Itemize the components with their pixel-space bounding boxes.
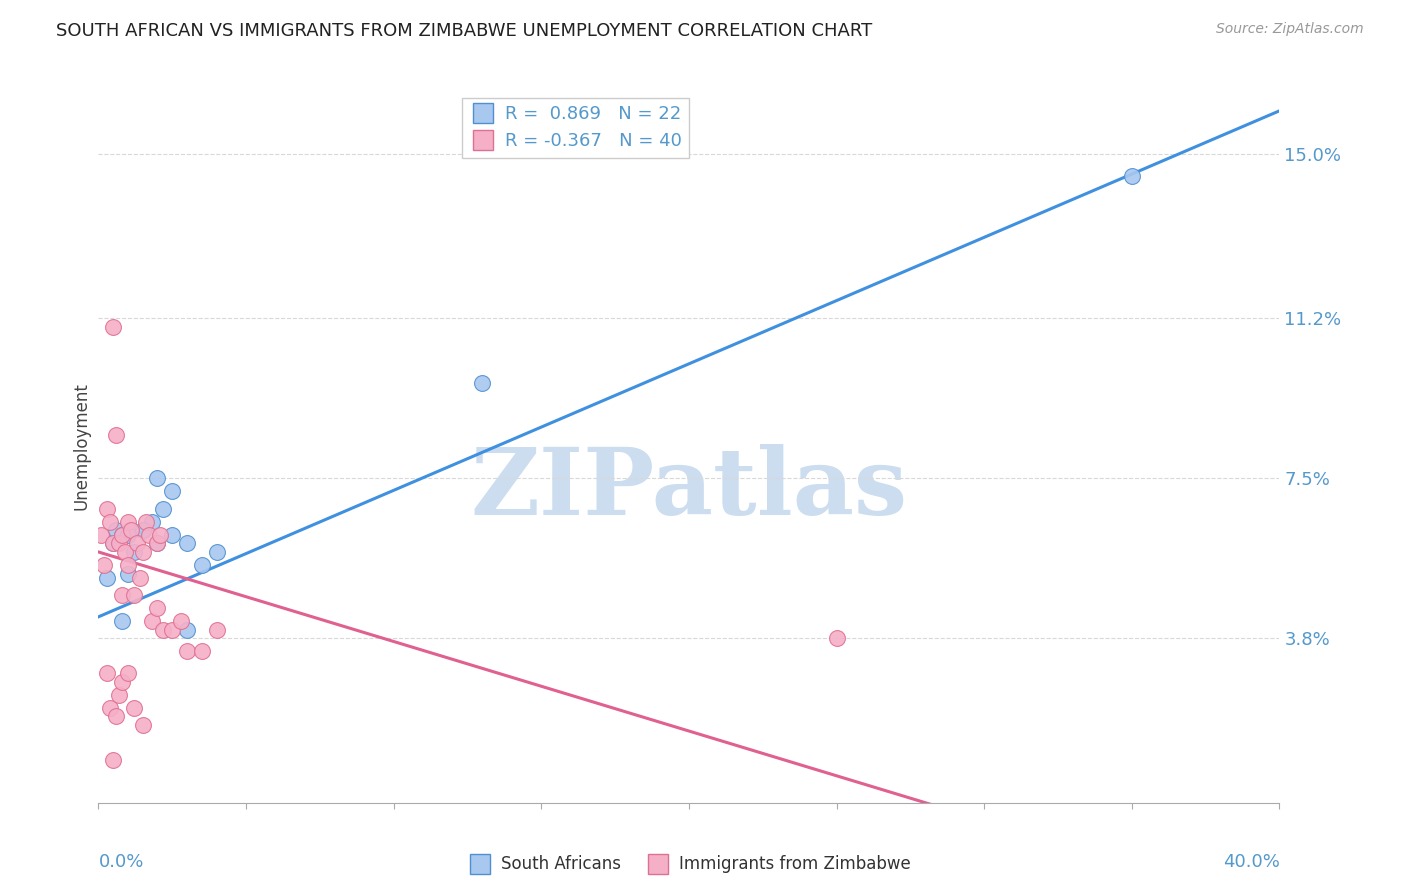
Point (191, 558, 214, 572)
Text: ZIPatlas: ZIPatlas (471, 444, 907, 533)
Point (162, 527, 183, 541)
Point (90, 527, 112, 541)
Point (111, 614, 134, 628)
Point (117, 566, 139, 581)
Point (162, 484, 183, 499)
Point (120, 524, 142, 538)
Point (117, 515, 139, 529)
Point (825, 632, 848, 646)
Point (117, 527, 139, 541)
Point (111, 527, 134, 541)
Point (170, 614, 193, 628)
Point (471, 376, 494, 391)
Text: SOUTH AFRICAN VS IMMIGRANTS FROM ZIMBABWE UNEMPLOYMENT CORRELATION CHART: SOUTH AFRICAN VS IMMIGRANTS FROM ZIMBABW… (56, 22, 873, 40)
Point (141, 614, 163, 628)
Y-axis label: Unemployment: Unemployment (72, 382, 90, 510)
Point (128, 571, 150, 585)
Point (146, 536, 169, 550)
Text: 40.0%: 40.0% (1223, 853, 1279, 871)
Point (105, 428, 128, 442)
Point (108, 688, 131, 702)
Point (149, 527, 172, 541)
Point (135, 515, 157, 529)
Point (205, 545, 228, 559)
Point (132, 545, 155, 559)
Point (138, 527, 160, 541)
Point (93, 558, 115, 572)
Point (111, 674, 134, 689)
Point (146, 471, 169, 485)
Point (117, 558, 139, 572)
Point (96, 666, 118, 681)
Point (176, 536, 198, 550)
Point (111, 588, 134, 602)
Point (108, 536, 131, 550)
Point (114, 545, 136, 559)
Point (105, 524, 128, 538)
Point (125, 536, 148, 550)
Point (176, 644, 198, 658)
Point (98, 700, 121, 714)
Point (98, 515, 121, 529)
Point (152, 623, 174, 637)
Point (103, 753, 125, 767)
Point (141, 515, 163, 529)
Point (162, 623, 183, 637)
Point (132, 718, 155, 732)
Point (103, 320, 125, 334)
Point (146, 536, 169, 550)
Point (96, 501, 118, 516)
Point (122, 588, 145, 602)
Point (103, 536, 125, 550)
Point (105, 709, 128, 723)
Point (122, 545, 145, 559)
Point (176, 623, 198, 637)
Point (111, 527, 134, 541)
Text: 0.0%: 0.0% (98, 853, 143, 871)
Point (103, 536, 125, 550)
Legend: South Africans, Immigrants from Zimbabwe: South Africans, Immigrants from Zimbabwe (461, 849, 917, 880)
Point (205, 623, 228, 637)
Text: Source: ZipAtlas.com: Source: ZipAtlas.com (1216, 22, 1364, 37)
Point (122, 700, 145, 714)
Point (96, 571, 118, 585)
Point (146, 601, 169, 615)
Point (191, 644, 214, 658)
Point (132, 524, 155, 538)
Point (152, 501, 174, 516)
Point (117, 666, 139, 681)
Point (1121, 169, 1143, 183)
Point (132, 524, 155, 538)
